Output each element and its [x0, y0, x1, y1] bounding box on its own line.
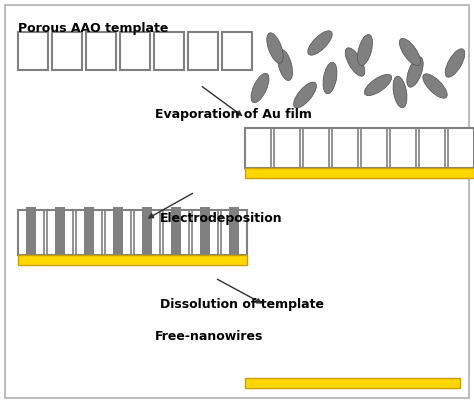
- Bar: [274, 128, 300, 168]
- Ellipse shape: [400, 38, 420, 66]
- Bar: [18, 32, 48, 70]
- Bar: [229, 207, 239, 258]
- Bar: [221, 210, 247, 255]
- Bar: [361, 128, 387, 168]
- Bar: [222, 32, 252, 70]
- Bar: [419, 128, 445, 168]
- Ellipse shape: [293, 82, 317, 108]
- Ellipse shape: [407, 57, 423, 87]
- Ellipse shape: [393, 76, 407, 108]
- Bar: [55, 207, 65, 258]
- Bar: [188, 32, 218, 70]
- Bar: [245, 128, 474, 168]
- Text: Porous AAO template: Porous AAO template: [18, 22, 168, 35]
- Ellipse shape: [277, 50, 292, 81]
- Ellipse shape: [267, 33, 283, 63]
- Bar: [18, 210, 44, 255]
- Text: Free-nanowires: Free-nanowires: [155, 330, 264, 343]
- Bar: [200, 207, 210, 258]
- Bar: [18, 210, 247, 255]
- Ellipse shape: [357, 34, 373, 66]
- Bar: [171, 207, 181, 258]
- Bar: [303, 128, 329, 168]
- Text: Dissolution of template: Dissolution of template: [160, 298, 324, 311]
- Bar: [52, 32, 82, 70]
- Ellipse shape: [445, 49, 465, 77]
- Bar: [105, 210, 131, 255]
- Bar: [86, 32, 116, 70]
- Text: Evaporation of Au film: Evaporation of Au film: [155, 108, 312, 121]
- Bar: [76, 210, 102, 255]
- Ellipse shape: [251, 73, 269, 103]
- Bar: [134, 210, 160, 255]
- Bar: [113, 207, 123, 258]
- Ellipse shape: [308, 31, 332, 55]
- Bar: [245, 168, 474, 178]
- Bar: [47, 210, 73, 255]
- Bar: [26, 207, 36, 258]
- Bar: [192, 210, 218, 255]
- Bar: [448, 128, 474, 168]
- Bar: [390, 128, 416, 168]
- Text: Electrodeposition: Electrodeposition: [160, 212, 283, 225]
- Bar: [245, 378, 460, 388]
- Bar: [18, 255, 247, 265]
- Ellipse shape: [365, 75, 392, 96]
- Ellipse shape: [345, 48, 365, 76]
- Bar: [245, 128, 271, 168]
- Bar: [142, 207, 152, 258]
- Bar: [154, 32, 184, 70]
- Ellipse shape: [323, 62, 337, 94]
- Bar: [163, 210, 189, 255]
- Ellipse shape: [423, 74, 447, 98]
- Bar: [332, 128, 358, 168]
- Bar: [120, 32, 150, 70]
- Bar: [84, 207, 94, 258]
